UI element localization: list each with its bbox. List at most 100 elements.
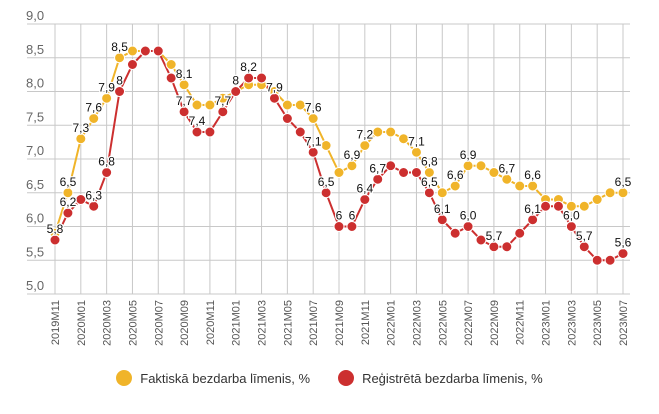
data-point [398, 133, 410, 145]
data-point [462, 221, 474, 232]
y-tick-label: 5,0 [26, 278, 44, 293]
data-point [191, 126, 203, 138]
y-tick-label: 5,5 [26, 244, 44, 259]
legend-swatch-faktiska [116, 370, 133, 386]
data-label: 5,8 [47, 222, 64, 236]
data-label: 6,7 [498, 161, 515, 175]
data-label: 6 [336, 209, 343, 223]
data-point [101, 167, 113, 178]
y-tick-label: 7,5 [26, 109, 44, 124]
data-label: 6,5 [615, 175, 632, 189]
data-point [578, 241, 590, 253]
x-tick-label: 2023M05 [592, 300, 604, 346]
data-point [75, 194, 87, 205]
data-label: 6,0 [460, 209, 477, 223]
data-label: 8,1 [176, 67, 193, 81]
data-point [372, 173, 384, 185]
data-label: 7,3 [72, 121, 89, 135]
data-point [552, 200, 564, 212]
data-point [62, 187, 74, 199]
data-point [475, 160, 487, 172]
data-label: 6,9 [460, 148, 477, 162]
data-point [88, 113, 100, 124]
y-tick-label: 6,0 [26, 211, 44, 226]
data-point [152, 45, 164, 57]
x-tick-label: 2022M11 [515, 300, 527, 345]
data-label: 6,8 [421, 155, 438, 169]
data-label: 6,1 [434, 202, 451, 216]
legend-label: Reģistrētā bezdarba līmenis, % [362, 370, 543, 386]
data-point [527, 214, 539, 226]
data-label: 7,7 [214, 94, 231, 108]
data-point [423, 167, 435, 178]
data-point [436, 187, 448, 199]
data-point [578, 200, 590, 212]
legend-label: Faktiskā bezdarba līmenis, % [140, 370, 311, 386]
data-label: 7,1 [305, 134, 322, 148]
data-label: 6,0 [563, 209, 580, 223]
data-point [333, 167, 345, 178]
data-label: 6,3 [85, 188, 102, 202]
data-point [114, 52, 126, 64]
data-point [591, 254, 603, 266]
data-point [436, 214, 448, 226]
data-label: 6,1 [524, 202, 541, 216]
data-point [410, 146, 422, 158]
data-point [320, 140, 332, 151]
data-point [462, 160, 474, 172]
data-point [281, 113, 293, 124]
y-tick-label: 7,0 [26, 143, 44, 158]
data-point [372, 126, 384, 138]
data-point [217, 92, 229, 104]
data-point [294, 99, 306, 111]
data-label: 7,2 [356, 128, 373, 142]
data-point [604, 187, 616, 199]
data-point [268, 92, 280, 104]
legend-item-registreta: Reģistrētā bezdarba līmenis, % [338, 370, 543, 386]
data-point [114, 86, 126, 97]
data-point [346, 160, 358, 172]
data-label: 7,7 [176, 94, 193, 108]
data-point [178, 79, 190, 91]
data-label: 6,6 [447, 168, 464, 182]
data-point [591, 194, 603, 205]
data-label: 5,7 [486, 229, 503, 243]
data-label: 6,6 [524, 168, 541, 182]
data-label: 6,7 [369, 161, 386, 175]
x-tick-label: 2021M01 [231, 300, 243, 346]
data-point [307, 146, 319, 158]
x-tick-label: 2020M07 [153, 300, 165, 346]
data-point [126, 59, 138, 70]
data-point [514, 180, 526, 192]
data-point [294, 126, 306, 138]
data-label: 7,1 [408, 134, 425, 148]
data-point [165, 59, 177, 70]
data-point [617, 248, 629, 259]
line-chart: 5,0 5,5 6,0 6,5 7,0 7,5 8,0 8,5 9,0 2019M11 2020M0… [26, 8, 633, 346]
data-label: 6,5 [318, 175, 335, 189]
x-tick-label: 2023M01 [541, 300, 553, 346]
x-tick-label: 2020M09 [179, 300, 191, 346]
data-label: 7,4 [189, 114, 206, 128]
data-point [204, 99, 216, 111]
x-tick-label: 2023M03 [566, 300, 578, 346]
data-point [217, 106, 229, 118]
data-point [475, 234, 487, 246]
data-label: 8,2 [240, 60, 257, 74]
data-label: 8,5 [111, 40, 128, 54]
x-tick-label: 2023M07 [618, 300, 630, 346]
x-tick-label: 2021M09 [334, 300, 346, 346]
data-point [617, 187, 629, 199]
data-label: 7,9 [98, 80, 115, 94]
x-tick-label: 2022M03 [411, 300, 423, 346]
data-point [565, 200, 577, 212]
data-point [75, 133, 87, 145]
legend-swatch-registreta [338, 370, 355, 386]
data-label: 6,9 [344, 148, 361, 162]
data-label: 6,8 [98, 155, 115, 169]
x-tick-label: 2020M05 [127, 300, 139, 346]
y-tick-label: 9,0 [26, 8, 44, 23]
y-tick-label: 8,5 [26, 42, 44, 57]
x-tick-label: 2021M05 [282, 300, 294, 346]
